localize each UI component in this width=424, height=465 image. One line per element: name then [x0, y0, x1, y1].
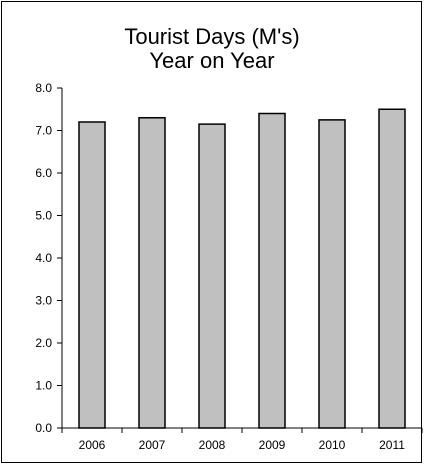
y-tick-label: 2.0	[35, 336, 52, 350]
bar-2010	[318, 119, 346, 429]
bar-2008	[198, 123, 226, 429]
bar-2007	[138, 117, 166, 429]
chart-title-line-2: Year on Year	[149, 48, 275, 73]
x-axis: 2006 2007 2008 2009 2010 2011	[61, 427, 423, 452]
bars	[78, 108, 406, 429]
bar-2009	[258, 112, 286, 429]
y-tick-label: 3.0	[35, 294, 52, 308]
x-tick-label: 2010	[319, 438, 346, 452]
y-tick-label: 1.0	[35, 379, 52, 393]
y-tick-label: 8.0	[35, 81, 52, 95]
bar-2006	[78, 121, 106, 429]
x-tick-label: 2009	[259, 438, 286, 452]
y-axis: 0.0 1.0 2.0 3.0 4.0 5.0 6.0 7.0 8.0	[35, 81, 63, 435]
y-tick-label: 7.0	[35, 124, 52, 138]
x-tick-label: 2008	[199, 438, 226, 452]
y-tick-label: 4.0	[35, 251, 52, 265]
x-tick-label: 2011	[379, 438, 405, 452]
chart-title-line-1: Tourist Days (M's)	[124, 24, 300, 49]
y-tick-label: 6.0	[35, 166, 52, 180]
y-tick-label: 0.0	[35, 421, 52, 435]
y-tick-label: 5.0	[35, 209, 52, 223]
bar-2011	[378, 108, 406, 429]
x-tick-label: 2007	[139, 438, 166, 452]
x-tick-label: 2006	[79, 438, 106, 452]
